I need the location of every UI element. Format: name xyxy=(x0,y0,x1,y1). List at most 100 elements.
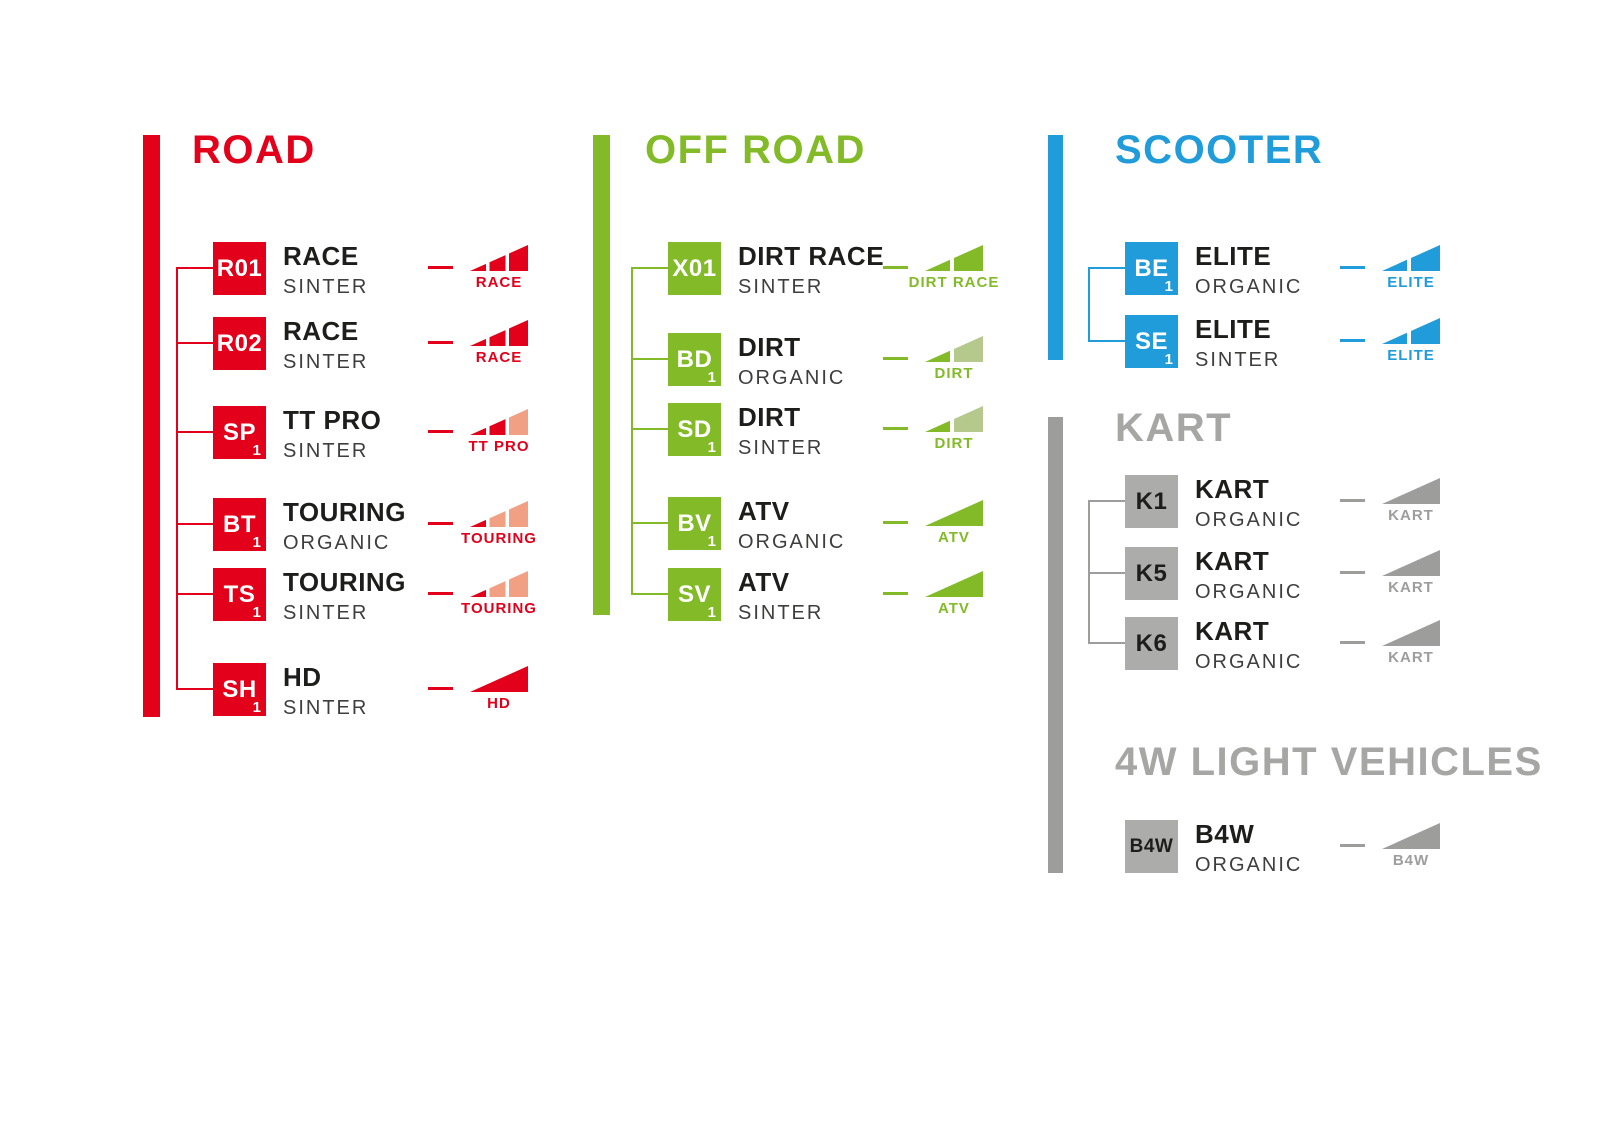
performance-wedge: DIRT xyxy=(923,406,985,451)
product-item-k1: K1 KART ORGANIC KART xyxy=(1125,475,1455,535)
product-code-box: BV 1 xyxy=(668,497,721,550)
compound-type: SINTER xyxy=(1195,349,1281,371)
product-code: K5 xyxy=(1135,559,1168,587)
wedge-label: KART xyxy=(1388,579,1434,596)
wedge-label: B4W xyxy=(1392,852,1430,869)
kart-tree-stub xyxy=(1088,642,1125,644)
product-code-box: SP 1 xyxy=(213,406,266,459)
product-code-box: SE 1 xyxy=(1125,315,1178,368)
scooter-section-title: SCOOTER xyxy=(1115,128,1324,172)
compound-type: ORGANIC xyxy=(1195,276,1303,298)
wedge-label: TOURING xyxy=(461,530,537,547)
kart-4w-section-bar xyxy=(1048,417,1063,873)
performance-wedge: DIRT xyxy=(923,336,985,381)
road-section-title: ROAD xyxy=(192,128,316,172)
product-name: DIRT xyxy=(738,332,801,362)
product-code-subscript: 1 xyxy=(252,442,261,459)
dash-line xyxy=(428,592,453,595)
product-code-box: SV 1 xyxy=(668,568,721,621)
product-item-r02: R02 RACE SINTER RACE xyxy=(213,317,543,377)
product-code-box: R02 xyxy=(213,317,266,370)
product-name: HD xyxy=(283,662,322,692)
product-name: ATV xyxy=(738,496,790,526)
kart-tree-stub xyxy=(1088,572,1125,574)
product-code-box: B4W xyxy=(1125,820,1178,873)
dash-line xyxy=(428,430,453,433)
product-item-bt1: BT 1 TOURING ORGANIC TOURING xyxy=(213,498,543,558)
performance-wedge: DIRT RACE xyxy=(909,245,998,290)
performance-wedge: ATV xyxy=(923,500,985,545)
product-name: RACE xyxy=(283,316,359,346)
product-item-bv1: BV 1 ATV ORGANIC ATV xyxy=(668,497,998,557)
performance-wedge: B4W xyxy=(1380,823,1442,868)
ramp3-wedge-icon xyxy=(470,501,528,527)
offroad-tree-line xyxy=(631,268,633,594)
performance-wedge: KART xyxy=(1380,478,1442,523)
ramp2-wedge-icon xyxy=(1382,318,1440,344)
dash-line xyxy=(428,687,453,690)
product-name: DIRT xyxy=(738,402,801,432)
product-code: SE xyxy=(1134,327,1168,355)
compound-type: ORGANIC xyxy=(738,531,846,553)
wedge-label: HD xyxy=(487,695,511,712)
product-code: TS xyxy=(223,580,256,608)
product-code-subscript: 1 xyxy=(707,369,716,386)
offroad-tree-stub xyxy=(631,428,668,430)
road-section-bar xyxy=(143,135,160,717)
product-name: KART xyxy=(1195,474,1270,504)
product-code-box: K6 xyxy=(1125,617,1178,670)
product-code: SV xyxy=(677,580,711,608)
performance-wedge: ELITE xyxy=(1380,318,1442,363)
product-name: DIRT RACE xyxy=(738,241,885,271)
road-tree-stub xyxy=(176,267,213,269)
product-item-b4w: B4W B4W ORGANIC B4W xyxy=(1125,820,1455,880)
triangle-wedge-icon xyxy=(925,571,983,597)
product-item-sh1: SH 1 HD SINTER HD xyxy=(213,663,543,723)
scooter-tree-stub xyxy=(1088,267,1125,269)
wedge-label: TOURING xyxy=(461,600,537,617)
performance-wedge: RACE xyxy=(468,245,530,290)
offroad-tree-stub xyxy=(631,593,668,595)
offroad-tree-stub xyxy=(631,358,668,360)
product-code: SD xyxy=(677,415,712,443)
kart-tree-stub xyxy=(1088,500,1125,502)
road-tree-stub xyxy=(176,688,213,690)
product-name: TOURING xyxy=(283,567,406,597)
performance-wedge: ATV xyxy=(923,571,985,616)
product-item-x01: X01 DIRT RACE SINTER DIRT RACE xyxy=(668,242,998,302)
triangle-wedge-icon xyxy=(925,500,983,526)
product-item-bd1: BD 1 DIRT ORGANIC DIRT xyxy=(668,333,998,393)
product-code-box: BE 1 xyxy=(1125,242,1178,295)
dash-line xyxy=(883,521,908,524)
performance-wedge: TOURING xyxy=(461,571,536,616)
product-code-box: SD 1 xyxy=(668,403,721,456)
product-item-sp1: SP 1 TT PRO SINTER TT PRO xyxy=(213,406,543,466)
road-tree-stub xyxy=(176,523,213,525)
scooter-tree-line xyxy=(1088,268,1090,342)
dash-line xyxy=(1340,499,1365,502)
dash-line xyxy=(883,592,908,595)
dash-line xyxy=(883,357,908,360)
performance-wedge: HD xyxy=(468,666,530,711)
wedge-label: ATV xyxy=(938,600,970,617)
compound-type: ORGANIC xyxy=(1195,581,1303,603)
product-code-box: TS 1 xyxy=(213,568,266,621)
product-code-box: K5 xyxy=(1125,547,1178,600)
product-item-k6: K6 KART ORGANIC KART xyxy=(1125,617,1455,677)
wedge-label: RACE xyxy=(475,274,523,291)
performance-wedge: KART xyxy=(1380,550,1442,595)
product-code-box: SH 1 xyxy=(213,663,266,716)
product-code: SP xyxy=(222,418,256,446)
wedge-label: DIRT xyxy=(934,365,974,382)
product-code-subscript: 1 xyxy=(1164,278,1173,295)
wedge-label: RACE xyxy=(475,349,523,366)
product-name: KART xyxy=(1195,616,1270,646)
product-item-k5: K5 KART ORGANIC KART xyxy=(1125,547,1455,607)
product-item-se1: SE 1 ELITE SINTER ELITE xyxy=(1125,315,1455,375)
product-item-be1: BE 1 ELITE ORGANIC ELITE xyxy=(1125,242,1455,302)
product-code: BT xyxy=(223,510,256,538)
product-code-subscript: 1 xyxy=(252,699,261,716)
offroad-tree-stub xyxy=(631,522,668,524)
road-tree-stub xyxy=(176,593,213,595)
